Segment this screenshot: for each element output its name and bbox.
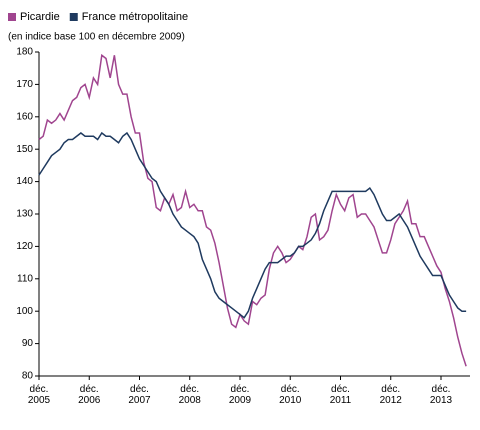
x-tick-label: déc. 2009	[228, 384, 252, 406]
legend-label: France métropolitaine	[82, 11, 188, 23]
legend-label: Picardie	[20, 11, 60, 23]
legend-swatch	[8, 13, 16, 21]
x-tick-label: déc. 2011	[329, 384, 352, 406]
series-line	[38, 53, 467, 367]
x-tick-label: déc. 2012	[379, 384, 402, 406]
series-line	[38, 131, 467, 319]
x-tick-label: déc. 2013	[429, 384, 453, 406]
y-tick-label: 90	[22, 338, 34, 349]
x-tick-label: déc. 2010	[279, 384, 302, 406]
legend-swatch	[69, 13, 78, 21]
y-tick-label: 170	[16, 79, 33, 90]
x-tick-label: déc. 2006	[78, 384, 101, 406]
y-tick-label: 180	[16, 47, 33, 58]
y-tick-label: 150	[16, 144, 33, 155]
y-tick-label: 120	[16, 241, 33, 252]
y-tick-label: 130	[16, 209, 33, 220]
y-tick-label: 160	[16, 111, 33, 122]
x-tick-label: déc. 2008	[178, 384, 201, 406]
chart-subtitle: (en indice base 100 en décembre 2009)	[8, 32, 185, 43]
x-tick-label: déc. 2005	[27, 384, 51, 406]
x-tick-label: déc. 2007	[128, 384, 151, 406]
y-tick-label: 100	[16, 306, 33, 317]
y-tick-label: 140	[16, 176, 33, 187]
y-tick-label: 80	[22, 371, 34, 382]
y-tick-label: 110	[17, 273, 33, 284]
